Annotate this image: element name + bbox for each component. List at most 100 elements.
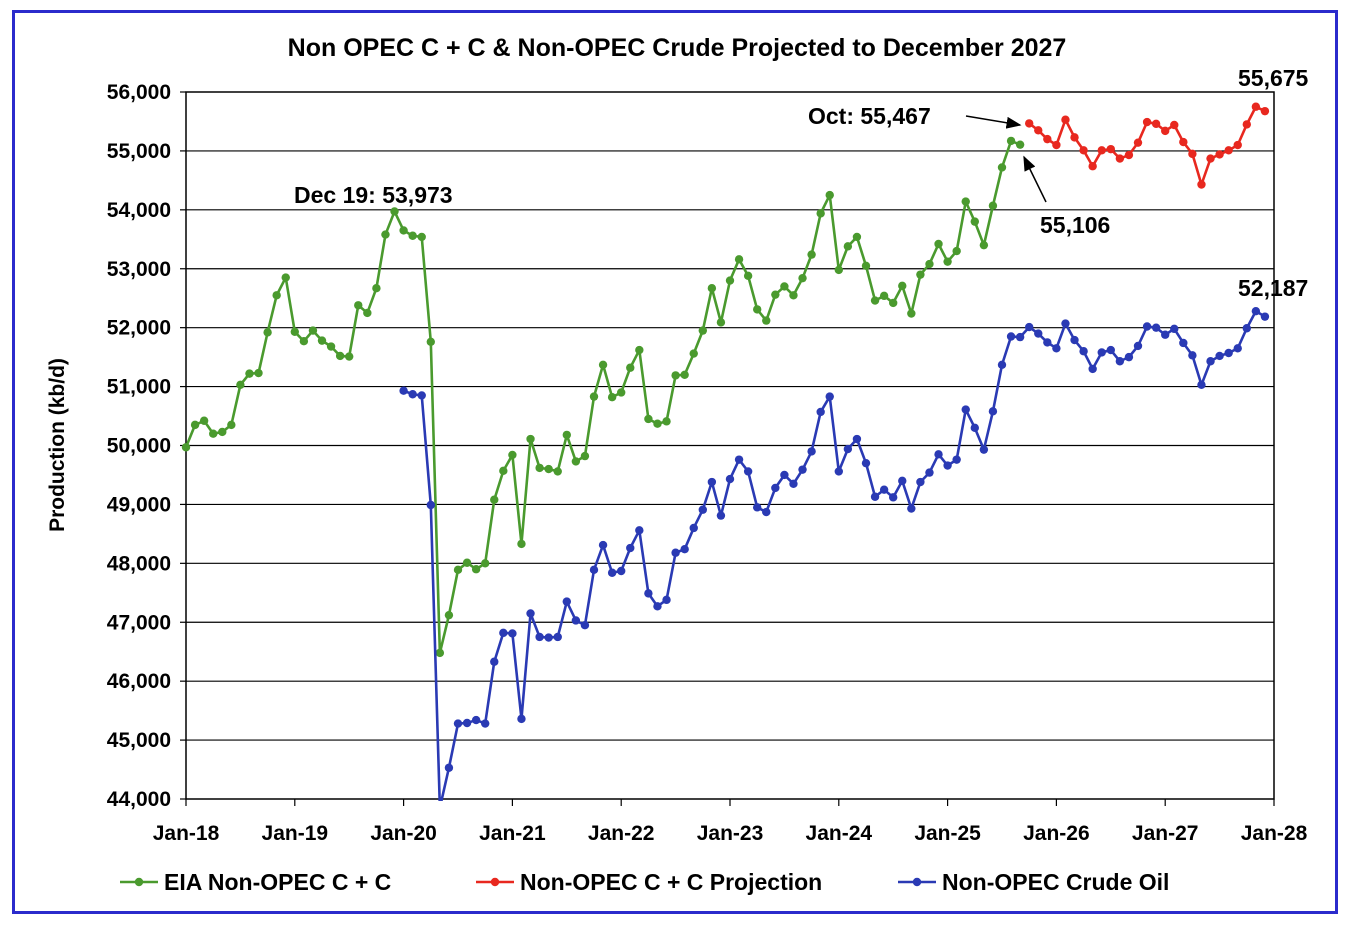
data-point [816, 209, 825, 218]
data-point [571, 616, 581, 625]
data-point [1043, 134, 1052, 144]
data-point [1133, 341, 1143, 351]
data-point [453, 565, 463, 575]
data-point [843, 242, 853, 251]
data-point [725, 276, 735, 285]
data-point [462, 558, 472, 567]
data-point [218, 427, 227, 437]
data-point [671, 371, 680, 380]
data-point [626, 543, 635, 553]
x-tick-label: Jan-26 [1023, 822, 1090, 845]
legend-item: Non-OPEC Crude Oil [898, 869, 1169, 895]
y-tick-label: 50,000 [107, 435, 171, 458]
data-point [653, 419, 662, 428]
data-point [870, 296, 880, 305]
annotation-arrow [965, 115, 1022, 129]
data-point [780, 470, 789, 480]
data-point [181, 443, 191, 452]
data-point [671, 548, 680, 557]
data-point [952, 455, 961, 464]
data-point [662, 417, 671, 426]
x-tick-label: Jan-27 [1132, 822, 1199, 845]
legend-label: Non-OPEC C + C Projection [520, 869, 822, 895]
legend-marker [134, 877, 144, 887]
data-point [490, 657, 499, 666]
data-point [943, 257, 952, 266]
data-point [834, 265, 843, 275]
data-point [997, 360, 1007, 369]
series-line [186, 139, 1021, 655]
data-point [916, 477, 925, 487]
data-point [1034, 126, 1043, 135]
y-tick-label: 55,000 [107, 140, 171, 163]
legend-marker [490, 877, 500, 887]
data-point [970, 217, 979, 226]
legend: EIA Non-OPEC C + C Non-OPEC C + C Project… [120, 869, 1169, 895]
data-point [1215, 351, 1224, 361]
y-tick-label: 47,000 [107, 611, 171, 634]
data-point [1206, 357, 1215, 366]
data-point [408, 231, 417, 240]
data-point [689, 349, 698, 358]
data-point [1188, 149, 1197, 159]
data-point [317, 336, 327, 345]
data-point [762, 316, 771, 325]
series-line [403, 309, 1266, 801]
data-point [753, 305, 762, 314]
data-point [435, 648, 445, 658]
data-point [1179, 137, 1188, 147]
data-point [816, 407, 825, 417]
data-point [734, 455, 744, 464]
data-point [861, 261, 871, 271]
data-point [426, 337, 435, 347]
data-point [789, 479, 798, 488]
data-point [626, 363, 635, 372]
data-point [408, 390, 417, 399]
data-point [979, 240, 989, 250]
data-point [308, 326, 318, 335]
data-point [481, 559, 490, 568]
series-layer [181, 102, 1270, 801]
data-point [589, 565, 599, 575]
data-point [698, 505, 707, 514]
data-point [263, 328, 272, 337]
data-point [635, 345, 644, 355]
data-point [762, 507, 771, 517]
data-point [870, 492, 880, 501]
data-point [861, 458, 871, 468]
data-point [1006, 136, 1016, 146]
data-point [907, 309, 916, 318]
data-point [789, 291, 798, 300]
data-point [390, 207, 399, 216]
y-tick-label: 56,000 [107, 81, 171, 104]
data-point [580, 620, 590, 630]
data-point [381, 230, 390, 239]
data-point [1097, 146, 1106, 155]
data-point [916, 270, 925, 279]
x-tick-label: Jan-20 [370, 822, 437, 845]
data-point [1215, 150, 1224, 159]
data-point [743, 467, 753, 476]
data-point [607, 392, 617, 402]
data-point [979, 445, 989, 454]
data-point [698, 326, 707, 335]
data-point [988, 407, 998, 416]
annotation-arrow [1023, 155, 1047, 203]
data-point [544, 464, 553, 474]
data-point [490, 495, 499, 504]
data-point [680, 370, 689, 379]
y-tick-label: 49,000 [107, 493, 171, 516]
data-point [907, 504, 916, 513]
data-point [1142, 117, 1152, 127]
y-tick-label: 51,000 [107, 376, 171, 399]
data-point [399, 226, 408, 235]
data-point [798, 273, 807, 283]
data-point [807, 250, 816, 259]
annotation-label: 55,106 [1040, 212, 1110, 238]
data-point [199, 416, 209, 425]
data-point [988, 201, 998, 210]
data-point [580, 451, 590, 461]
data-point [1179, 338, 1188, 348]
data-point [1052, 140, 1061, 150]
data-point [898, 281, 907, 291]
